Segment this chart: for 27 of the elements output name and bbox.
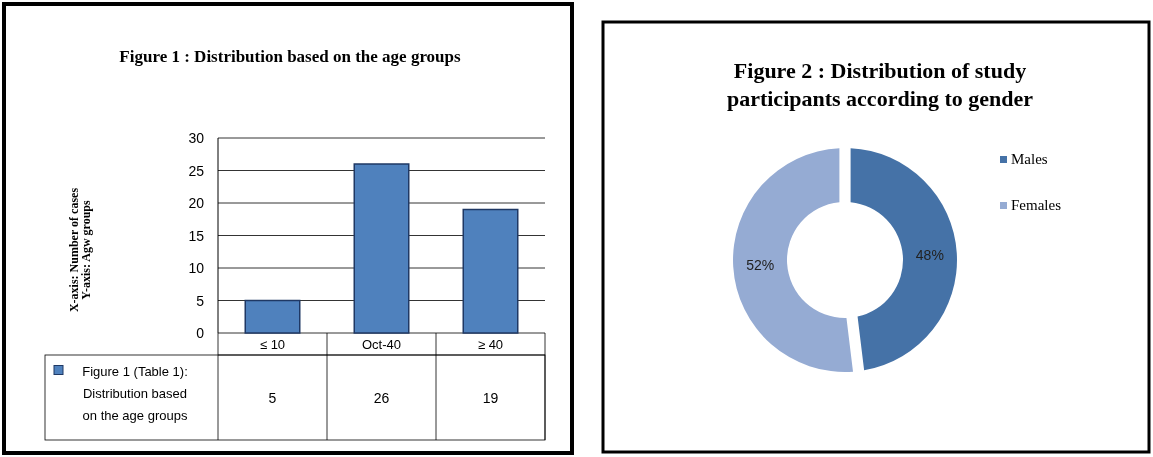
x-tick-label: Oct-40 xyxy=(361,337,402,352)
bar xyxy=(353,163,410,334)
bar xyxy=(462,208,519,334)
y-tick-label: 0 xyxy=(196,325,205,341)
x-tick-label: ≥ 40 xyxy=(477,337,504,352)
text: X-axis: Number of cases xyxy=(67,187,81,313)
x-tick-label: ≤ 10 xyxy=(259,337,286,352)
donut-slice xyxy=(733,148,854,372)
bar xyxy=(244,299,301,334)
data-label: 26 xyxy=(373,389,390,406)
y-tick-label: 5 xyxy=(196,292,205,309)
donut-slice xyxy=(850,148,957,371)
legend-label: Figure 1 (Table 1): Distribution based on the age groups xyxy=(82,363,188,423)
chart-title: Figure 2 : Distribution of study participants according to gender xyxy=(726,58,1034,111)
data-label: 5 xyxy=(268,389,277,406)
y-tick-label: 15 xyxy=(188,227,205,244)
y-tick-label: 30 xyxy=(188,130,205,146)
y-tick-label: 10 xyxy=(188,260,205,276)
legend-label: Males xyxy=(1011,151,1048,167)
legend-label: Females xyxy=(1011,197,1062,213)
y-tick-label: 25 xyxy=(188,162,205,179)
text: Y-axis: Agw groups xyxy=(79,199,93,300)
data-label: 19 xyxy=(482,389,499,406)
chart-title: Figure 1 : Distribution based on the age groups xyxy=(119,47,462,66)
y-tick-label: 20 xyxy=(188,195,205,211)
data-label: 52% xyxy=(746,257,775,274)
data-label: 48% xyxy=(915,246,944,263)
